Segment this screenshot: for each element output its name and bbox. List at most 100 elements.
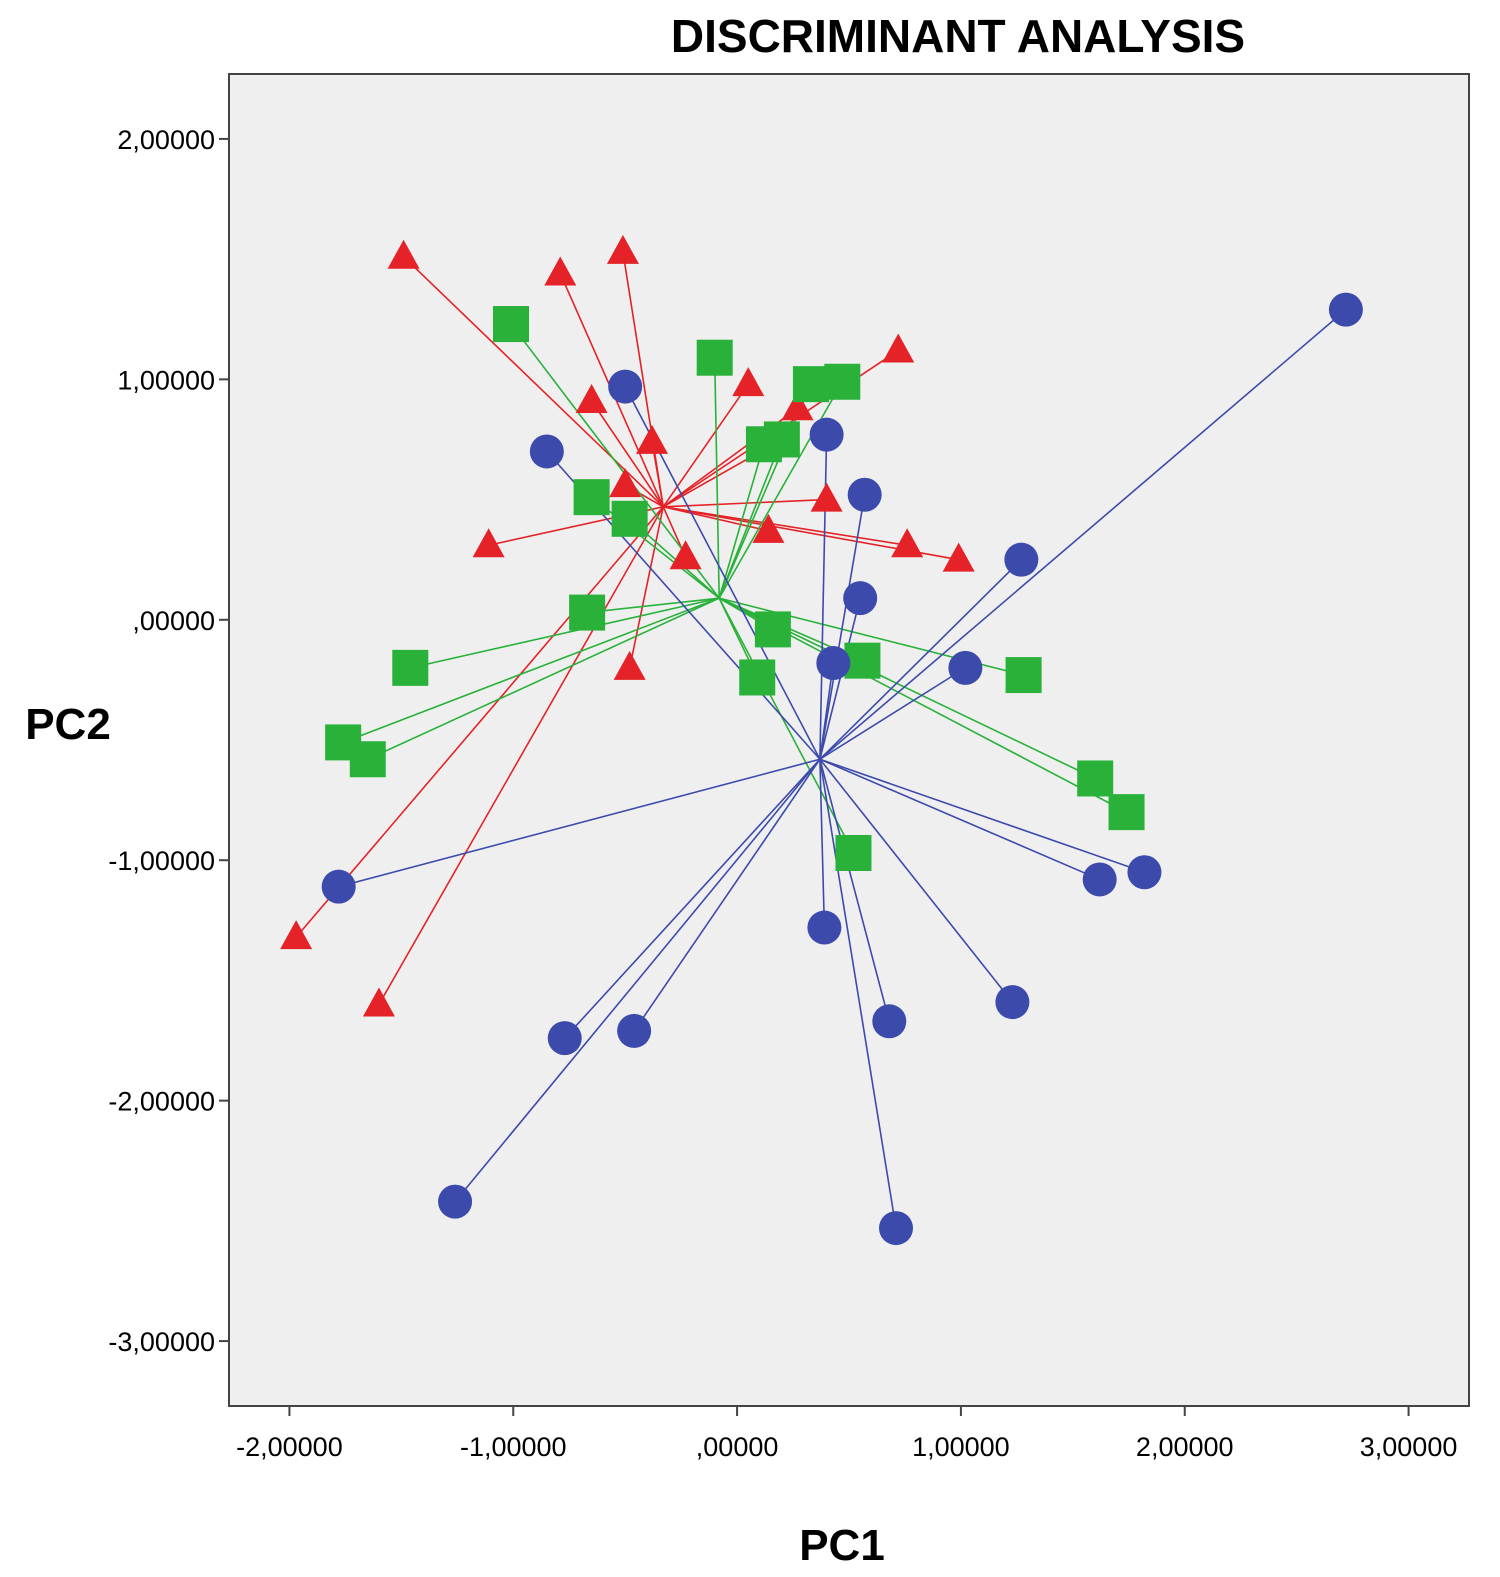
- connector-line: [819, 309, 1347, 760]
- square-point: [569, 594, 606, 631]
- square-point: [611, 500, 648, 537]
- circle-point: [872, 1004, 907, 1039]
- connector-line: [633, 758, 821, 1032]
- connector-line: [590, 400, 664, 508]
- circle-point: [807, 910, 842, 945]
- triangle-point: [606, 234, 639, 264]
- connector-line: [338, 758, 821, 888]
- circle-point: [847, 477, 882, 512]
- circle-point: [321, 869, 356, 904]
- circle-point: [608, 369, 643, 404]
- triangle-point: [810, 482, 843, 512]
- circle-point: [816, 646, 851, 681]
- triangle-point: [575, 383, 608, 413]
- connector-line: [819, 494, 866, 760]
- y-tick-label: 2,00000: [117, 125, 215, 155]
- x-tick-label: -2,00000: [236, 1432, 343, 1462]
- square-point: [1005, 657, 1042, 694]
- axes: -2,00000 -1,00000 ,00000 1,00000 2,00000 3,00…: [108, 125, 1457, 1462]
- x-axis-label: PC1: [799, 1521, 885, 1570]
- triangle-point: [752, 513, 785, 543]
- y-tick-label: -2,00000: [108, 1087, 215, 1117]
- circle-point: [1328, 292, 1363, 327]
- chart-title: DISCRIMINANT ANALYSIS: [671, 10, 1245, 62]
- connector-line: [819, 758, 1145, 873]
- circle-point: [843, 581, 878, 616]
- connector-line: [718, 444, 765, 599]
- data-markers: [280, 234, 1363, 1246]
- connector-line: [628, 506, 665, 669]
- square-point: [739, 659, 776, 696]
- triangle-point: [472, 528, 505, 558]
- y-tick-label: ,00000: [132, 606, 215, 636]
- triangle-point: [544, 256, 577, 286]
- connector-line: [819, 759, 891, 1022]
- connector-line: [718, 597, 855, 854]
- connector-line: [564, 758, 821, 1039]
- triangle-point: [669, 540, 702, 570]
- plot-area: [228, 73, 1470, 1407]
- circle-point: [617, 1013, 652, 1048]
- circle-point: [547, 1021, 582, 1056]
- x-tick-label: ,00000: [696, 1432, 779, 1462]
- triangle-point: [362, 987, 395, 1017]
- x-tick-label: -1,00000: [460, 1432, 567, 1462]
- triangle-point: [882, 333, 915, 363]
- connector-line: [295, 506, 664, 938]
- triangle-point: [613, 650, 646, 680]
- y-tick-label: -1,00000: [108, 846, 215, 876]
- connector-line: [819, 758, 1101, 881]
- circle-point: [995, 985, 1030, 1020]
- circle-point: [1004, 542, 1039, 577]
- connector-line: [819, 759, 897, 1229]
- connector-line: [403, 256, 664, 508]
- circle-point: [1127, 855, 1162, 890]
- connector-line: [378, 506, 664, 1005]
- triangle-point: [280, 920, 313, 950]
- x-tick-label: 1,00000: [912, 1432, 1010, 1462]
- connector-line: [454, 758, 821, 1203]
- connector-line: [367, 597, 720, 760]
- circle-point: [529, 434, 564, 469]
- connector-line: [819, 597, 861, 760]
- x-tick-label: 3,00000: [1360, 1432, 1458, 1462]
- y-tick-label: -3,00000: [108, 1327, 215, 1357]
- triangle-point: [609, 468, 642, 498]
- connector-line: [663, 505, 908, 547]
- y-axis-label: PC2: [25, 700, 111, 749]
- square-point: [763, 421, 800, 458]
- square-point: [696, 339, 733, 376]
- square-point: [573, 479, 610, 516]
- square-point: [1077, 760, 1114, 797]
- circle-point: [438, 1184, 473, 1219]
- square-point: [349, 741, 386, 778]
- triangle-point: [732, 367, 765, 397]
- square-point: [835, 835, 872, 872]
- square-point: [844, 642, 881, 679]
- connector-line: [587, 597, 720, 614]
- circle-point: [879, 1211, 914, 1246]
- connector-line: [819, 759, 826, 928]
- connector-line: [718, 439, 783, 599]
- circle-point: [809, 417, 844, 452]
- connector-line: [819, 758, 1014, 1003]
- triangle-point: [387, 239, 420, 269]
- y-tick-label: 1,00000: [117, 365, 215, 395]
- triangle-point: [891, 528, 924, 558]
- connector-line: [713, 357, 720, 599]
- square-point: [824, 363, 861, 400]
- x-tick-label: 2,00000: [1136, 1432, 1234, 1462]
- connector-line: [663, 505, 769, 532]
- connector-line: [342, 597, 720, 744]
- triangle-point: [636, 424, 669, 454]
- circle-point: [948, 650, 983, 685]
- connector-line: [819, 559, 1022, 760]
- square-point: [392, 649, 429, 686]
- square-point: [1108, 794, 1145, 831]
- circle-point: [1082, 862, 1117, 897]
- triangle-point: [942, 542, 975, 572]
- connector-line: [663, 498, 827, 508]
- square-point: [493, 306, 530, 343]
- square-point: [754, 611, 791, 648]
